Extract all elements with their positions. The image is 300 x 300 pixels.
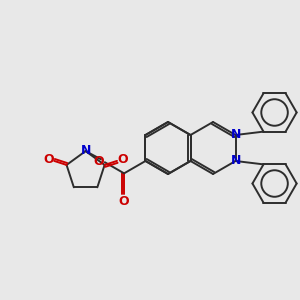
Text: N: N — [231, 128, 242, 142]
Text: O: O — [43, 153, 54, 166]
Text: N: N — [80, 144, 91, 157]
Text: O: O — [94, 155, 104, 168]
Text: N: N — [231, 154, 242, 167]
Text: O: O — [117, 153, 128, 166]
Text: O: O — [119, 195, 129, 208]
